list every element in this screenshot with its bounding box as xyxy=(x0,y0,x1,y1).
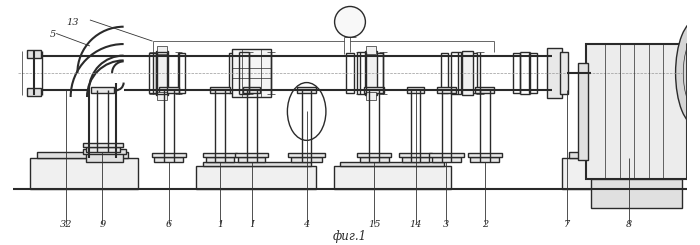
Bar xyxy=(258,53,265,93)
Bar xyxy=(196,166,316,189)
Bar xyxy=(586,44,687,179)
Text: 32: 32 xyxy=(60,220,72,229)
Bar xyxy=(429,153,463,157)
Bar xyxy=(288,153,325,157)
Bar xyxy=(375,53,383,93)
Bar xyxy=(148,53,156,93)
Text: 13: 13 xyxy=(66,18,78,27)
Bar xyxy=(210,87,230,93)
Bar xyxy=(232,49,271,97)
Bar xyxy=(340,161,444,166)
Bar xyxy=(160,87,178,93)
Bar xyxy=(253,51,265,95)
Bar xyxy=(468,153,502,157)
Bar xyxy=(243,87,260,93)
Bar xyxy=(475,87,494,93)
Text: 1: 1 xyxy=(217,220,223,229)
Bar xyxy=(152,153,186,157)
Bar xyxy=(346,53,354,93)
Text: фиг.1: фиг.1 xyxy=(333,230,367,243)
Bar xyxy=(178,53,186,93)
Bar xyxy=(470,157,499,161)
Bar xyxy=(83,143,122,147)
Text: 4: 4 xyxy=(304,220,310,229)
Bar xyxy=(470,53,477,93)
Bar xyxy=(156,51,168,95)
Bar xyxy=(399,153,432,157)
Bar xyxy=(158,46,167,54)
Circle shape xyxy=(335,6,365,37)
Bar xyxy=(202,161,311,166)
Bar xyxy=(30,158,138,189)
Text: 2: 2 xyxy=(482,220,488,229)
Bar xyxy=(27,88,41,96)
Text: 5: 5 xyxy=(50,30,56,39)
Bar xyxy=(229,53,237,93)
Bar xyxy=(440,53,448,93)
Bar xyxy=(27,50,41,58)
Bar xyxy=(529,53,537,93)
Ellipse shape xyxy=(676,20,700,126)
Bar xyxy=(158,92,167,100)
Text: 7: 7 xyxy=(564,220,570,229)
Bar xyxy=(37,152,128,158)
Text: 6: 6 xyxy=(166,220,172,229)
Bar xyxy=(402,157,429,161)
Bar xyxy=(291,157,322,161)
Bar xyxy=(513,53,521,93)
Bar xyxy=(591,179,682,208)
Bar xyxy=(366,46,376,54)
Text: I: I xyxy=(250,220,253,229)
Bar xyxy=(462,51,473,95)
Text: 15: 15 xyxy=(368,220,380,229)
Bar xyxy=(202,153,237,157)
Bar xyxy=(360,157,389,161)
Bar xyxy=(235,153,268,157)
Bar xyxy=(365,51,377,95)
Text: 14: 14 xyxy=(410,220,422,229)
Bar xyxy=(83,149,125,154)
Text: 9: 9 xyxy=(99,220,106,229)
Bar xyxy=(437,87,456,93)
Bar xyxy=(560,52,568,94)
Text: 3: 3 xyxy=(443,220,449,229)
Bar xyxy=(578,63,588,160)
Bar xyxy=(206,157,234,161)
Bar xyxy=(91,87,114,93)
Bar xyxy=(365,87,384,93)
Bar xyxy=(297,87,316,93)
Bar xyxy=(562,158,673,189)
Bar xyxy=(547,48,562,98)
Text: 8: 8 xyxy=(626,220,633,229)
Bar xyxy=(86,152,122,161)
Bar xyxy=(568,152,666,158)
Bar xyxy=(238,157,265,161)
Bar xyxy=(407,87,424,93)
Bar xyxy=(357,153,391,157)
Bar xyxy=(86,147,120,152)
Bar xyxy=(334,166,451,189)
Bar xyxy=(366,92,376,100)
Bar xyxy=(155,157,183,161)
Polygon shape xyxy=(687,44,700,179)
Bar xyxy=(432,157,461,161)
